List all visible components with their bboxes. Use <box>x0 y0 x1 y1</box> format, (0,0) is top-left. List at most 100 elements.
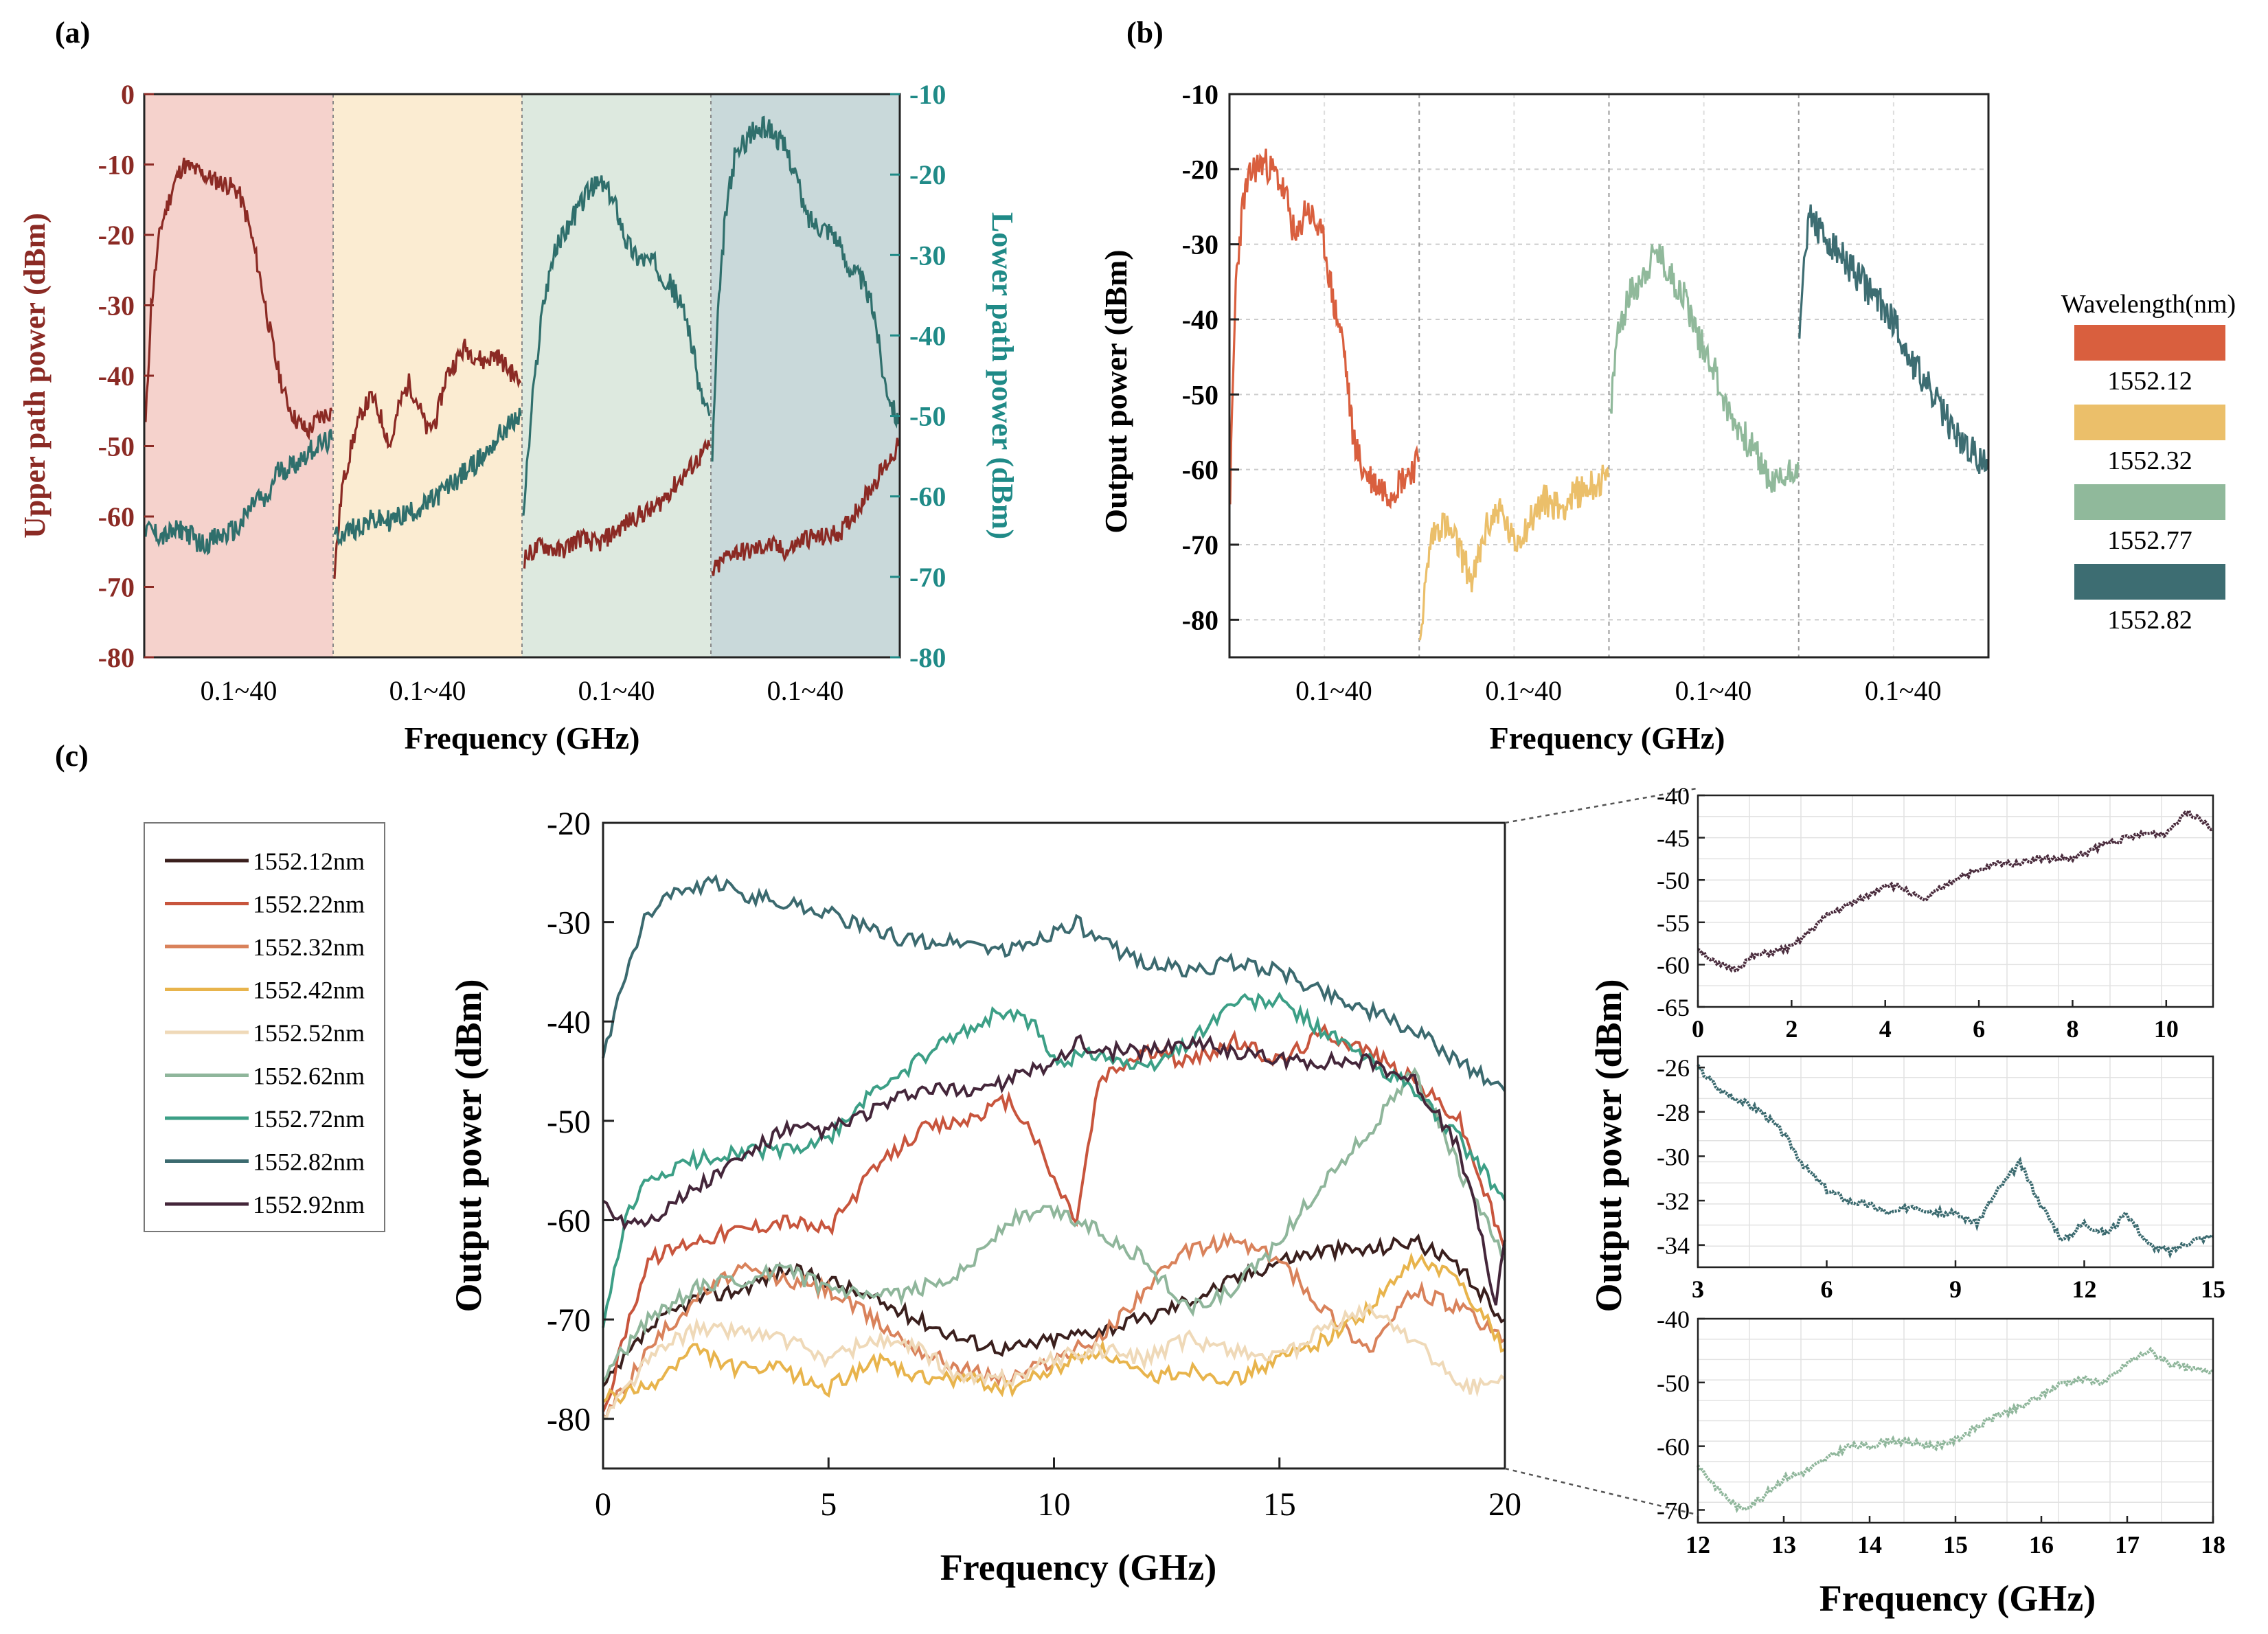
panel-b-y-tick-label: -60 <box>1182 455 1218 486</box>
panel-a-left-tick-label: -70 <box>98 572 135 603</box>
panel-a-band-1 <box>144 94 333 657</box>
panel-label-a: (a) <box>55 16 90 49</box>
panel-c-legend-box <box>144 822 385 1232</box>
inset2-y-tick-label: -26 <box>1657 1054 1690 1082</box>
panel-c-legend-label: 1552.42nm <box>253 977 365 1004</box>
panel-b-legend-label-1: 1552.12 <box>2107 367 2192 396</box>
panel-c-series <box>602 874 1506 1420</box>
panel-b-legend-swatch-4 <box>2074 564 2225 600</box>
panel-a-x-axis-label: Frequency (GHz) <box>405 720 640 756</box>
panel-a-dividers <box>332 94 712 657</box>
panel-a-right-tick-label: -60 <box>909 481 946 512</box>
panel-c-frame <box>602 821 1506 1470</box>
panel-b-chart: -10-20-30-40-50-60-70-80 0.1~40 0.1~40 0.1… <box>1098 79 2236 756</box>
panel-b-x-tick-label: 0.1~40 <box>1675 675 1752 706</box>
panel-a-right-tick-label: -70 <box>909 562 946 593</box>
panel-a-left-ticks: 0 -10 -20 -30 -40 -50 -60 -70 -80 <box>98 79 154 673</box>
panel-a-x-tick-label: 0.1~40 <box>578 675 655 706</box>
panel-b-x-axis-label: Frequency (GHz) <box>1490 720 1725 756</box>
panel-a-right-tick-label: -10 <box>909 79 946 110</box>
panel-c-legend-label: 1552.12nm <box>253 848 365 875</box>
inset2-x-tick-label: 9 <box>1949 1275 1962 1303</box>
inset-chart-1: -40 -45 -50 -55 -60 -650 2 4 6 8 10 <box>1657 782 2214 1043</box>
panel-b-legend-label-4: 1552.82 <box>2107 606 2192 635</box>
panel-b-x-tick-label: 0.1~40 <box>1865 675 1942 706</box>
panel-c-line-1552.22nm <box>602 1023 1506 1412</box>
panel-c-line-1552.62nm <box>602 1067 1506 1383</box>
panel-a-left-tick-label: -60 <box>98 501 135 532</box>
panel-c-y-axis-label: Output power (dBm) <box>448 979 489 1312</box>
inset2-x-tick-label: 15 <box>2201 1275 2225 1303</box>
panel-a-upper-series <box>144 157 900 579</box>
panel-c-legend-label: 1552.32nm <box>253 933 365 961</box>
inset1-x-tick-label: 2 <box>1785 1015 1798 1043</box>
panel-c-legend-label: 1552.72nm <box>253 1105 365 1133</box>
panel-b-y-tick-label: -40 <box>1182 304 1218 335</box>
inset1-y-tick-label: -65 <box>1657 994 1690 1021</box>
panel-c-x-tick-label: 15 <box>1263 1486 1296 1523</box>
panel-c-line-1552.32nm <box>602 1232 1506 1420</box>
panel-a-left-tick-label: -10 <box>98 150 135 181</box>
panel-c-x-axis-label: Frequency (GHz) <box>940 1547 1216 1588</box>
panel-b-legend-label-3: 1552.77 <box>2107 526 2192 555</box>
panel-a-upper-line-1 <box>144 157 333 441</box>
panel-a-left-tick-label: -50 <box>98 431 135 462</box>
panel-a-lower-line-2 <box>333 407 522 547</box>
panel-a-right-tick-label: -50 <box>909 401 946 432</box>
panel-b-x-tick-label: 0.1~40 <box>1485 675 1562 706</box>
panel-b-line-1 <box>1229 148 1420 510</box>
panel-a-x-tick-label: 0.1~40 <box>767 675 844 706</box>
panel-c-x-tick-label: 5 <box>820 1486 837 1523</box>
panel-a-band-2 <box>333 94 522 657</box>
panel-c-chart: -20 -30 -40 -50 -60 -70 -80 0 5 10 15 20 Output po… <box>144 787 1697 1588</box>
panel-c-x-ticks: 0 5 10 15 20 <box>595 1457 1521 1523</box>
panel-c-line-1552.82nm <box>602 874 1506 1092</box>
panel-a-upper-line-3 <box>523 438 711 569</box>
panel-c-y-tick-label: -40 <box>547 1004 591 1041</box>
panel-c-x-tick-label: 20 <box>1488 1486 1521 1523</box>
inset3-line <box>1696 1346 2214 1514</box>
inset3-x-tick-label: 18 <box>2201 1531 2225 1558</box>
panel-b-y-tick-label: -80 <box>1182 604 1218 635</box>
panel-b-y-axis-label: Output power (dBm) <box>1098 249 1133 533</box>
inset3-y-tick-label: -40 <box>1657 1306 1690 1333</box>
panel-a-right-tick-label: -40 <box>909 320 946 351</box>
panel-a-chart: 0 -10 -20 -30 -40 -50 -60 -70 -80 -10 -20 -30 -40 -5… <box>18 79 1019 756</box>
panel-c-line-1552.72nm <box>602 991 1506 1328</box>
panel-a-right-ticks: -10 -20 -30 -40 -50 -60 -70 -80 <box>890 79 946 673</box>
panel-c-legend-label: 1552.52nm <box>253 1019 365 1047</box>
panel-a-upper-line-4 <box>711 438 900 576</box>
inset1-y-tick-label: -55 <box>1657 909 1690 937</box>
panel-c-y-tick-label: -20 <box>547 806 591 842</box>
panel-a-upper-line-2 <box>333 339 522 579</box>
inset2-line <box>1697 1064 2214 1259</box>
panel-b-legend-swatch-2 <box>2074 405 2225 440</box>
inset1-x-tick-label: 10 <box>2154 1015 2179 1043</box>
inset3-x-tick-label: 14 <box>1857 1531 1882 1558</box>
panel-a-right-tick-label: -20 <box>909 159 946 190</box>
panel-a-lower-line-1 <box>144 429 333 556</box>
inset3-y-tick-label: -50 <box>1657 1370 1690 1397</box>
inset-x-axis-label: Frequency (GHz) <box>1819 1578 2096 1619</box>
panel-b-legend-title: Wavelength(nm) <box>2061 290 2236 319</box>
panel-a-right-axis-label: Lower path power (dBm) <box>986 212 1019 539</box>
panel-b-series <box>1229 148 1989 641</box>
panel-a-band-4 <box>711 94 900 657</box>
panel-b-legend-swatch-1 <box>2074 325 2225 361</box>
inset1-frame <box>1697 794 2214 1008</box>
panel-a-right-tick-label: -80 <box>909 642 946 673</box>
inset3-x-tick-label: 17 <box>2115 1531 2140 1558</box>
panel-b-x-tick-label: 0.1~40 <box>1295 675 1372 706</box>
panel-c-y-tick-label: -50 <box>547 1104 591 1140</box>
panel-c-legend-label: 1552.22nm <box>253 891 365 918</box>
panel-b-legend-swatch-3 <box>2074 484 2225 520</box>
panel-b-line-3 <box>1609 244 1800 493</box>
panel-c-y-tick-label: -70 <box>547 1302 591 1339</box>
panel-c-x-tick-label: 10 <box>1038 1486 1071 1523</box>
inset3-x-tick-label: 12 <box>1686 1531 1710 1558</box>
panel-c-y-tick-label: -30 <box>547 905 591 942</box>
panel-c-legend-label: 1552.92nm <box>253 1191 365 1218</box>
inset2-y-tick-label: -30 <box>1657 1143 1690 1170</box>
inset2-y-tick-label: -34 <box>1657 1232 1690 1260</box>
